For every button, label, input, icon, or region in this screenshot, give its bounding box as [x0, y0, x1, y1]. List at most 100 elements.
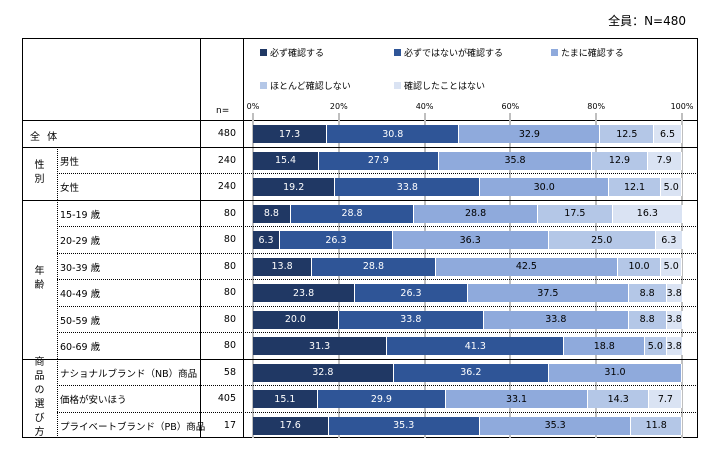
bar-segment-5: 16.3	[612, 204, 683, 223]
bar-segment-4: 12.9	[592, 151, 648, 170]
bar-segment-3: 30.0	[480, 178, 610, 196]
stacked-bar: 8.8 28.8 28.8 17.5 16.3	[253, 204, 683, 223]
bar-segment-2: 28.8	[290, 204, 415, 223]
bar-segment-2: 33.8	[335, 178, 481, 196]
data-label: 27.9	[367, 155, 389, 166]
bar-segment-1: 8.8	[253, 204, 291, 223]
legend-item: 確認したことはない	[394, 79, 485, 92]
data-label: 5.0	[663, 181, 679, 193]
bar-segment-4: 11.8	[631, 416, 682, 435]
bar-segment-1: 6.3	[253, 231, 281, 249]
data-label: 28.8	[362, 261, 385, 272]
bar-segment-4: 8.8	[628, 284, 667, 302]
data-label: 7.9	[656, 155, 672, 166]
bar-segment-5: 6.3	[655, 231, 683, 249]
row-n: 80	[223, 207, 236, 219]
group-label-text: 商品の選び方	[34, 357, 45, 439]
stacked-bar: 15.4 27.9 35.8 12.9 7.9	[253, 151, 682, 170]
data-label: 15.4	[274, 155, 297, 166]
bar-segment-3: 28.8	[414, 204, 538, 223]
n-header: n=	[216, 106, 230, 116]
column-divider	[57, 358, 58, 438]
data-label: 26.3	[400, 287, 422, 299]
stacked-bar: 31.3 41.3 18.8 5.0 3.8	[253, 337, 683, 355]
legend-swatch	[260, 49, 267, 56]
row-n: 480	[217, 128, 236, 139]
header-bottom	[22, 120, 698, 121]
bar-segment-3: 35.3	[479, 416, 632, 435]
data-label: 35.3	[393, 420, 415, 431]
group-divider	[22, 358, 698, 360]
row-label: 男性	[60, 156, 80, 168]
row-label: 30-39 歳	[60, 262, 101, 274]
group-label: 年齢	[22, 200, 57, 359]
row-n: 80	[223, 313, 236, 325]
legend-label: 確認したことはない	[404, 82, 486, 92]
data-label: 8.8	[639, 287, 655, 299]
row-divider	[57, 173, 698, 174]
gridline	[681, 113, 683, 438]
data-label: 5.0	[663, 261, 679, 272]
data-label: 31.0	[604, 367, 626, 378]
bar-segment-5: 3.8	[666, 284, 683, 302]
data-label: 6.5	[659, 128, 676, 140]
row-label: 40-49 歳	[60, 289, 101, 300]
group-label: 商品の選び方	[22, 357, 57, 439]
bar-segment-2: 35.3	[328, 416, 480, 435]
row-n: 240	[217, 181, 236, 192]
bar-segment-5: 7.7	[649, 390, 683, 408]
group-label-text: 性別	[34, 160, 45, 185]
row-divider	[57, 332, 698, 333]
data-label: 26.3	[325, 234, 347, 246]
row-n: 80	[223, 340, 236, 351]
data-label: 17.3	[279, 128, 301, 140]
bar-segment-2: 28.8	[312, 257, 436, 276]
bar-segment-2: 33.8	[338, 310, 484, 329]
row-divider	[57, 305, 698, 307]
group-divider	[22, 146, 698, 148]
header-divider	[243, 38, 244, 438]
gridline	[252, 113, 254, 438]
bar-segment-3: 31.0	[549, 363, 682, 382]
data-label: 33.8	[396, 181, 418, 193]
row-label: プライベートブランド（PB）商品	[60, 421, 206, 433]
data-label: 13.8	[271, 261, 293, 272]
bar-segment-3: 36.3	[392, 231, 549, 249]
data-label: 3.8	[666, 287, 682, 299]
bar-segment-3: 37.5	[467, 284, 629, 302]
bar-segment-4: 25.0	[548, 231, 656, 249]
data-label: 36.2	[460, 367, 482, 378]
data-label: 6.3	[661, 234, 677, 246]
stacked-bar: 20.0 33.8 33.8 8.8 3.8	[253, 310, 683, 329]
data-label: 12.5	[616, 128, 638, 140]
bar-segment-5: 5.0	[660, 257, 683, 276]
bar-segment-2: 41.3	[387, 337, 565, 355]
gridline	[595, 113, 598, 438]
data-label: 30.0	[533, 181, 555, 193]
data-label: 3.8	[666, 314, 682, 325]
row-label: 50-59 歳	[60, 315, 101, 327]
data-label: 36.3	[459, 234, 481, 246]
gridline	[509, 113, 512, 438]
bar-segment-5: 6.5	[654, 125, 682, 143]
axis-tick-label: 20%	[329, 102, 348, 111]
legend-swatch	[260, 82, 267, 89]
stacked-bar: 17.3 30.8 32.9 12.5 6.5	[253, 125, 682, 143]
legend-item: たまに確認する	[551, 46, 624, 59]
row-divider	[57, 252, 698, 254]
row-divider	[57, 279, 698, 280]
header-divider	[200, 38, 201, 438]
row-n: 80	[223, 260, 236, 272]
legend-swatch	[394, 49, 401, 56]
row-divider	[57, 385, 698, 386]
data-label: 29.9	[370, 393, 392, 405]
bar-segment-4: 10.0	[618, 257, 661, 276]
bar-segment-1: 17.3	[253, 125, 328, 143]
bar-segment-1: 23.8	[253, 284, 356, 302]
bar-segment-4: 8.8	[628, 310, 667, 329]
bar-segment-3: 33.8	[483, 310, 629, 329]
axis-tick-label: 100%	[670, 102, 694, 111]
bar-segment-5: 5.0	[660, 178, 683, 196]
row-label: ナショナルブランド（NB）商品	[60, 368, 198, 380]
stacked-bar: 15.1 29.9 33.1 14.3 7.7	[253, 390, 683, 408]
